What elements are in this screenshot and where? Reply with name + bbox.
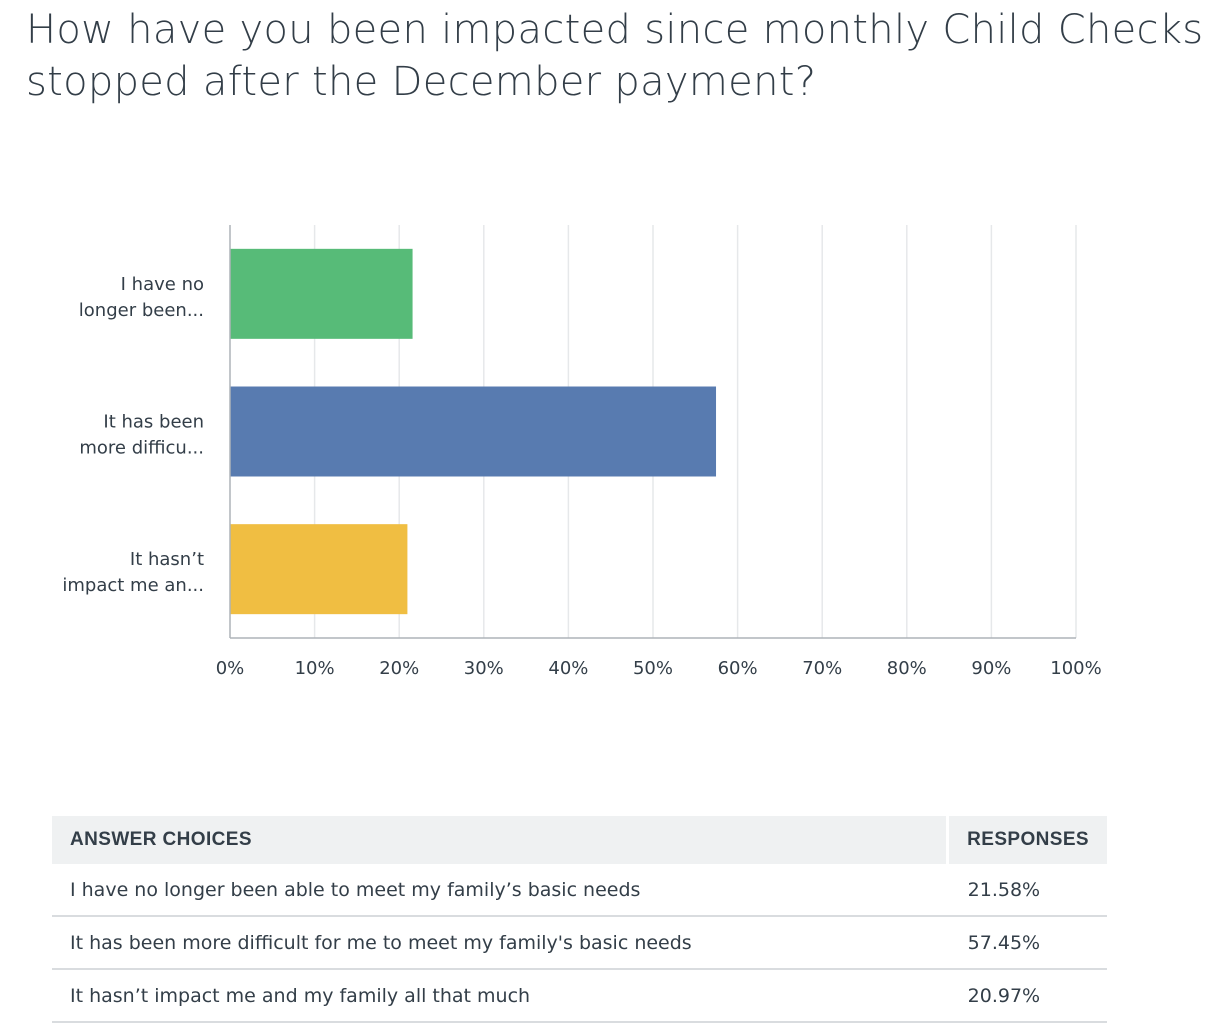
x-tick-label: 80% [887,658,927,679]
answer-choice: I have no longer been able to meet my fa… [52,864,948,917]
response-percent: 21.58% [947,864,1107,917]
x-tick-label: 70% [802,658,842,679]
x-tick-labels: 0% 10% 20% 30% 40% 50% 60% 70% 80% 90% 100% [216,658,1102,679]
category-label: It hasn’t [130,549,204,570]
bar-chart: I have no longer been... It has been more d… [62,225,1102,679]
response-percent: 57.45% [947,916,1107,970]
category-labels: I have no longer been... It has been more d… [62,274,204,596]
header-responses: RESPONSES [946,816,1107,864]
table-row: It hasn’t impact me and my family all th… [52,969,1107,1023]
x-tick-label: 90% [971,658,1011,679]
table-row: I have no longer been able to meet my fa… [52,864,1107,917]
x-tick-label: 0% [216,658,245,679]
category-label: I have no [121,274,204,295]
x-tick-label: 100% [1050,658,1101,679]
x-tick-label: 40% [548,658,588,679]
x-tick-label: 10% [295,658,335,679]
table-header-row: ANSWER CHOICES RESPONSES [52,816,1107,864]
page-title: How have you been impacted since monthly… [26,7,1204,105]
bars [230,248,717,615]
category-label: It has been [103,412,204,433]
x-tick-label: 50% [633,658,673,679]
response-percent: 20.97% [947,969,1107,1023]
bar [230,248,413,339]
x-tick-label: 60% [718,658,758,679]
bar [230,386,717,477]
bar [230,524,408,615]
x-tick-label: 30% [464,658,504,679]
answer-table: ANSWER CHOICES RESPONSES I have no longe… [52,816,1107,1023]
x-tick-label: 20% [379,658,419,679]
header-answer-choices: ANSWER CHOICES [52,816,948,864]
category-label: more difficu... [79,438,204,459]
category-label: impact me an... [62,575,204,596]
answer-choice: It has been more difficult for me to mee… [52,916,948,970]
answer-choice: It hasn’t impact me and my family all th… [52,969,948,1023]
category-label: longer been... [79,300,204,321]
table-row: It has been more difficult for me to mee… [52,916,1107,970]
axes [229,225,1076,639]
